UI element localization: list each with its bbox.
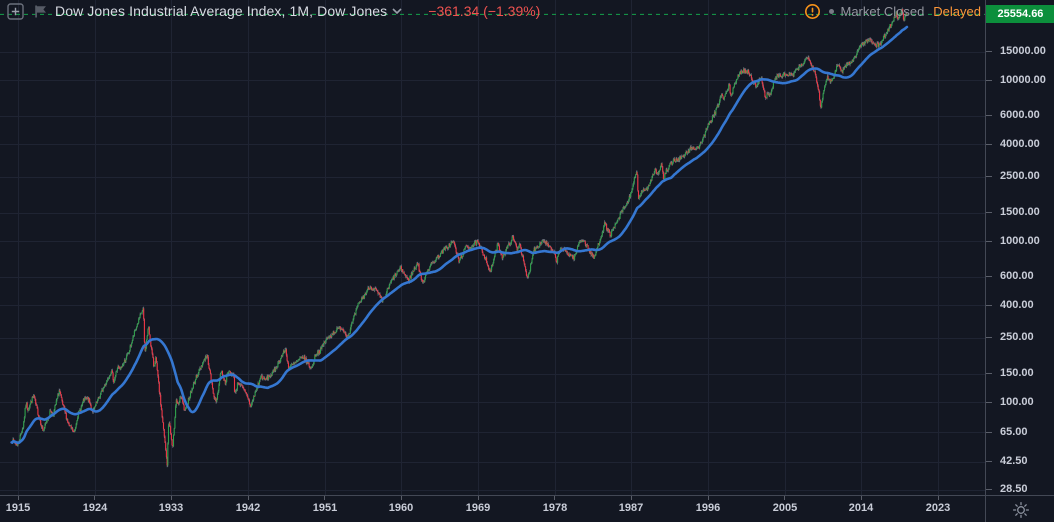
last-price-label: 25554.66 — [986, 5, 1054, 23]
time-tick-label: 1969 — [465, 502, 491, 514]
price-tick-mark — [986, 276, 992, 277]
price-tick-label: 6000.00 — [1000, 109, 1040, 121]
price-tick-label: 4000.00 — [1000, 138, 1040, 150]
last-price-value: 25554.66 — [997, 8, 1044, 20]
symbol-legend: Dow Jones Industrial Average Index, 1M, … — [7, 2, 540, 20]
price-tick-mark — [986, 432, 992, 433]
price-tick-label: 1500.00 — [1000, 206, 1040, 218]
price-tick-label: 1000.00 — [1000, 235, 1040, 247]
time-tick-mark — [171, 496, 172, 500]
time-tick-mark — [401, 496, 402, 500]
price-tick-label: 28.50 — [1000, 483, 1028, 495]
time-tick-label: 1942 — [235, 502, 261, 514]
time-tick-mark — [554, 496, 555, 500]
time-tick-mark — [784, 496, 785, 500]
plus-square-icon — [7, 2, 24, 20]
market-closed-label: Market Closed — [840, 4, 925, 19]
time-tick-label: 1915 — [5, 502, 31, 514]
price-tick-label: 100.00 — [1000, 396, 1034, 408]
time-tick-mark — [631, 496, 632, 500]
time-tick-label: 1987 — [618, 502, 644, 514]
flag-logo-icon — [33, 4, 48, 19]
time-tick-mark — [861, 496, 862, 500]
add-symbol-button[interactable] — [7, 2, 24, 20]
time-tick-mark — [324, 496, 325, 500]
time-tick-label: 1933 — [158, 502, 184, 514]
grid-lines — [0, 0, 985, 495]
time-tick-mark — [478, 496, 479, 500]
chart-canvas[interactable]: Dow Jones Industrial Average Index, 1M, … — [0, 0, 985, 495]
axis-corner — [985, 495, 1054, 522]
price-tick-label: 400.00 — [1000, 299, 1034, 311]
price-tick-label: 150.00 — [1000, 367, 1034, 379]
price-tick-label: 42.50 — [1000, 455, 1028, 467]
time-tick-label: 2005 — [772, 502, 798, 514]
price-tick-mark — [986, 241, 992, 242]
price-tick-mark — [986, 402, 992, 403]
price-tick-mark — [986, 337, 992, 338]
candle-bodies — [11, 9, 908, 466]
ma-line — [10, 25, 909, 444]
price-change-text: −361.34 (−1.39%) — [428, 3, 541, 19]
price-tick-mark — [986, 489, 992, 490]
sun-icon[interactable] — [1012, 501, 1030, 519]
delayed-badge[interactable]: Delayed — [933, 4, 981, 19]
chevron-down-icon[interactable] — [392, 7, 402, 15]
symbol-title[interactable]: Dow Jones Industrial Average Index, 1M, … — [55, 3, 388, 19]
price-tick-mark — [986, 373, 992, 374]
price-tick-mark — [986, 305, 992, 306]
time-tick-label: 2014 — [848, 502, 874, 514]
price-tick-label: 600.00 — [1000, 270, 1034, 282]
time-tick-label: 2023 — [925, 502, 951, 514]
time-tick-label: 1951 — [312, 502, 338, 514]
time-tick-mark — [248, 496, 249, 500]
time-tick-mark — [938, 496, 939, 500]
price-tick-mark — [986, 115, 992, 116]
time-tick-mark — [94, 496, 95, 500]
price-axis[interactable]: 25554.66 15000.00 10000.00 6000.00 4000.00 2… — [985, 0, 1054, 495]
exclamation-circle-icon[interactable] — [804, 3, 821, 20]
status-dot-icon — [829, 9, 835, 14]
price-tick-label: 15000.00 — [1000, 45, 1046, 57]
price-tick-mark — [986, 176, 992, 177]
price-tick-mark — [986, 461, 992, 462]
price-tick-label: 2500.00 — [1000, 170, 1040, 182]
time-tick-label: 1960 — [388, 502, 414, 514]
market-status-bar: Market Closed Delayed — [804, 3, 981, 20]
price-tick-mark — [986, 80, 992, 81]
time-tick-mark — [18, 496, 19, 500]
price-tick-label: 250.00 — [1000, 331, 1034, 343]
price-tick-label: 10000.00 — [1000, 74, 1046, 86]
price-tick-label: 65.00 — [1000, 426, 1028, 438]
candle-wicks — [11, 7, 908, 468]
time-tick-label: 1996 — [695, 502, 721, 514]
price-tick-mark — [986, 212, 992, 213]
chart-svg[interactable] — [0, 0, 985, 495]
time-tick-label: 1978 — [542, 502, 568, 514]
price-tick-mark — [986, 144, 992, 145]
time-axis[interactable]: 1915 1924 1933 1942 1951 1960 1969 1978 1987 1996… — [0, 495, 985, 522]
time-tick-label: 1924 — [82, 502, 108, 514]
time-tick-mark — [708, 496, 709, 500]
price-tick-mark — [986, 51, 992, 52]
